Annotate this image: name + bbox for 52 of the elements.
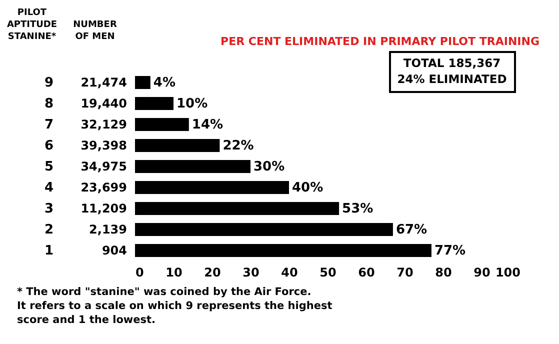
text: 23,699	[80, 180, 127, 194]
x-tick-label: 30	[242, 266, 260, 280]
bar	[135, 138, 220, 152]
data-label: 77%	[434, 244, 466, 258]
text: 904	[102, 244, 127, 258]
bar	[135, 222, 393, 236]
x-tick-label: 60	[358, 266, 375, 280]
data-label: 10%	[176, 96, 208, 112]
text: 19,440	[80, 96, 127, 110]
bar	[135, 118, 189, 132]
chart-title: PER CENT ELIMINATED IN PRIMARY PILOT TRAINING	[220, 35, 540, 48]
bar	[135, 76, 150, 90]
text: 11,209	[80, 202, 127, 216]
y-tick-label: 2	[44, 222, 54, 238]
bar	[135, 244, 432, 258]
x-tick-label: 90	[474, 266, 490, 280]
data-label: 30%	[254, 160, 285, 174]
data-label: 22%	[222, 138, 254, 154]
text: 21,474	[80, 76, 127, 90]
bar	[135, 96, 174, 110]
text: 2,139	[89, 222, 127, 236]
data-label: 4%	[153, 76, 176, 90]
bar	[135, 180, 289, 194]
bar	[135, 160, 250, 174]
y-tick-label: 1	[44, 244, 54, 258]
text: NUMBER OF MEN	[73, 20, 117, 42]
data-label: 67%	[396, 222, 428, 238]
y-tick-label: 9	[44, 76, 54, 90]
y-tick-label: 7	[44, 118, 54, 132]
y-tick-label: 8	[44, 96, 54, 112]
y-tick-label: 6	[44, 138, 54, 154]
y-tick-label: 3	[44, 202, 54, 216]
text: 32,129	[80, 118, 127, 132]
y-axis-title: PILOT APTITUDE STANINE*	[6, 8, 58, 42]
text: 34,975	[80, 160, 127, 174]
x-tick-label: 20	[204, 266, 221, 280]
x-tick-label: 70	[396, 266, 414, 280]
x-tick-label: 10	[166, 266, 182, 280]
data-label: 40%	[292, 180, 324, 196]
annotation: TOTAL 185,367 24% ELIMINATED	[397, 56, 507, 86]
text: 39,398	[80, 138, 127, 152]
x-tick-label: 0	[136, 266, 144, 280]
x-tick-label: 80	[435, 266, 452, 280]
y-tick-label: 4	[44, 180, 54, 196]
bar	[135, 202, 340, 216]
y-tick-label: 5	[44, 160, 54, 174]
x-tick-label: 50	[320, 266, 336, 280]
x-tick-label: 100	[495, 266, 520, 280]
text: * The word "stanine" was coined by the Air Force. It refers to a scale on which 9 represents the highest score and 1 the lowest.	[17, 286, 332, 326]
x-tick-label: 40	[281, 266, 298, 280]
data-label: 53%	[342, 202, 374, 216]
data-label: 14%	[192, 118, 224, 132]
